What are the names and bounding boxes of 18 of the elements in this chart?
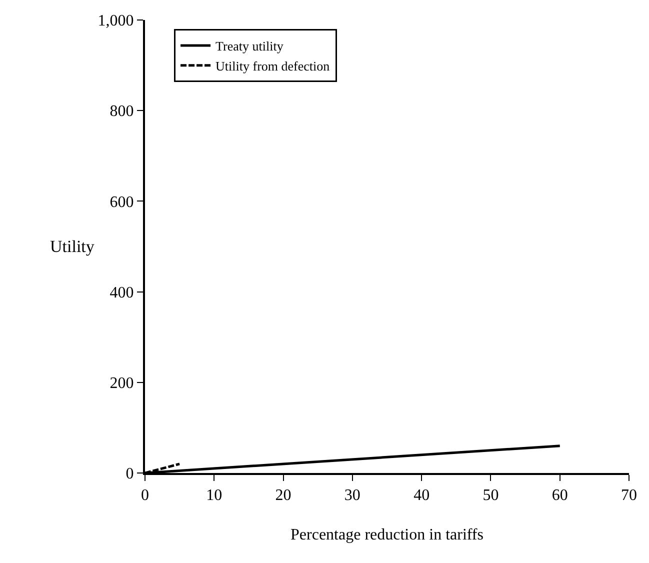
y-tick-label: 1,000: [98, 12, 134, 30]
x-tick-label: 50: [482, 487, 499, 504]
x-tick-label: 20: [275, 487, 292, 504]
x-axis-title: Percentage reduction in tariffs: [290, 526, 484, 544]
legend-label: Utility from defection: [216, 58, 330, 74]
x-tick-label: 60: [552, 487, 568, 504]
y-tick-label: 600: [110, 194, 134, 211]
y-tick-label: 800: [110, 103, 134, 120]
x-tick-label: 10: [206, 487, 222, 504]
x-tick-label: 0: [141, 487, 149, 504]
x-tick-label: 30: [344, 487, 360, 504]
y-tick-label: 400: [110, 284, 134, 302]
y-axis-title: Utility: [50, 237, 95, 256]
x-tick-label: 70: [621, 487, 637, 504]
y-tick-label: 0: [126, 466, 134, 483]
x-tick-label: 40: [414, 487, 430, 504]
legend-label: Treaty utility: [216, 38, 284, 54]
y-tick-label: 200: [110, 375, 134, 392]
